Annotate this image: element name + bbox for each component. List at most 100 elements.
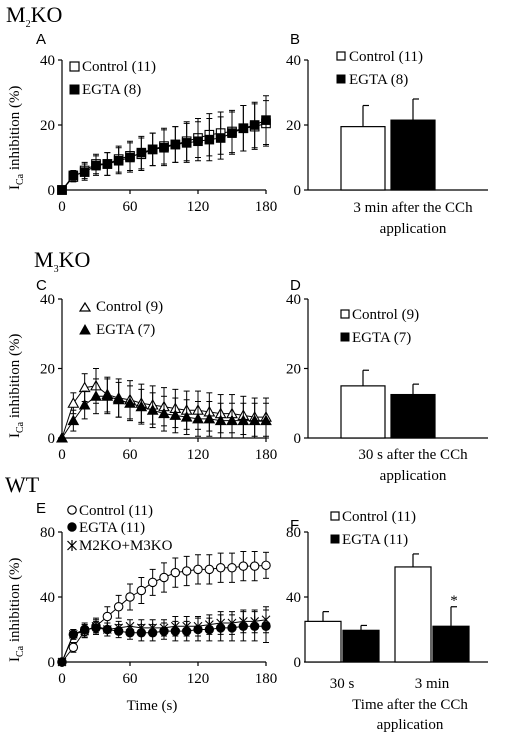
series-m2ko-m3ko (57, 606, 271, 667)
legend-a: Control (11) EGTA (8) (69, 59, 156, 98)
chart-panel-f: 0 40 80 30 s * 3 min (286, 525, 488, 692)
panel-letter-b: B (290, 31, 300, 48)
data-point (114, 622, 124, 633)
data-point (180, 411, 193, 422)
series-egta-7 (56, 378, 272, 443)
chart-panel-e: 0 40 80 0 60 120 180 (40, 525, 277, 687)
data-point (148, 622, 158, 633)
y-axis-label-a: ICa inhibition (%) (7, 86, 26, 190)
legend-label-control-a: Control (11) (82, 59, 156, 75)
series-egta-8 (57, 95, 271, 195)
x-tick-label: 60 (123, 447, 138, 463)
data-point (136, 585, 147, 596)
data-point (125, 592, 135, 602)
data-point (170, 567, 181, 578)
caption-f-line2: application (377, 717, 444, 733)
bar-egta-7 (390, 393, 436, 439)
y-tick-label: 80 (286, 525, 301, 541)
y-tick-label: 40 (286, 590, 301, 606)
panel-letter-f: F (290, 517, 299, 534)
data-point (181, 138, 192, 148)
y-tick-label: 20 (286, 362, 301, 378)
legend-marker-control-f (330, 511, 340, 521)
data-point (193, 564, 203, 575)
data-point (181, 566, 192, 576)
data-point (238, 123, 249, 134)
x-tick-label: 0 (58, 447, 66, 463)
data-point (216, 618, 226, 628)
data-point (260, 414, 272, 426)
bar-control-11-30-s (304, 620, 342, 663)
legend-marker-egta-e (67, 522, 77, 532)
legend-marker-egta-d (340, 332, 350, 342)
caption-d-line1: 30 s after the CCh (358, 447, 468, 463)
legend-marker-egta-f (330, 534, 340, 544)
legend-label-egta-c: EGTA (7) (96, 322, 155, 338)
data-point (90, 390, 102, 401)
section-title-m3ko: M3KO (34, 247, 90, 275)
data-point (80, 626, 90, 637)
legend-label-egta-e: EGTA (11) (79, 520, 145, 536)
x-tick-label: 120 (187, 447, 210, 463)
data-point (261, 614, 271, 625)
data-point (227, 618, 237, 628)
data-point (125, 621, 135, 632)
y-axis-label-c: ICa inhibition (%) (7, 334, 26, 438)
legend-b: Control (11) EGTA (8) (336, 49, 423, 88)
legend-label-control-b: Control (11) (349, 49, 423, 65)
x-axis-label-e: Time (s) (127, 698, 178, 714)
chart-panel-d: 0 20 40 (286, 292, 488, 447)
chart-panel-b: 0 20 40 (286, 53, 488, 199)
data-point (124, 397, 136, 408)
data-point (204, 134, 215, 145)
data-point (67, 397, 80, 408)
bar-control-9 (340, 385, 386, 439)
y-tick-label: 40 (40, 292, 55, 308)
legend-marker-control-e (67, 505, 77, 515)
data-point (113, 601, 124, 612)
panel-letter-e: E (36, 500, 46, 517)
legend-marker-control-d (340, 309, 350, 319)
data-point (159, 142, 169, 153)
bar-egta-8 (390, 119, 436, 191)
legend-label-control-f: Control (11) (342, 509, 416, 525)
y-tick-label: 0 (48, 655, 56, 671)
caption-f-line1: Time after the CCh (352, 697, 468, 713)
y-tick-label: 0 (294, 431, 302, 447)
caption-b-line1: 3 min after the CCh (353, 200, 473, 216)
y-tick-label: 40 (40, 590, 55, 606)
data-point (237, 414, 250, 426)
category-label: 30 s (330, 676, 355, 692)
data-point (68, 629, 78, 640)
caption-b-line2: application (380, 221, 447, 237)
bar-egta-11-3-min (432, 625, 470, 663)
data-point (68, 642, 79, 653)
data-point (56, 431, 68, 443)
y-tick-label: 0 (48, 431, 56, 447)
data-point (135, 400, 148, 412)
data-point (250, 616, 260, 627)
data-point (147, 577, 158, 588)
section-title-wt: WT (5, 472, 40, 497)
data-point (67, 414, 80, 426)
significance-mark: * (450, 593, 458, 609)
legend-marker-control-b (336, 51, 346, 61)
x-tick-label: 60 (123, 199, 138, 215)
bar-control-11 (340, 126, 386, 191)
data-point (125, 152, 135, 163)
data-point (249, 120, 260, 130)
legend-label-egta-a: EGTA (8) (82, 82, 141, 98)
legend-marker-ko-e (67, 540, 77, 551)
chart-panel-a: 0 20 40 0 60 120 180 (40, 53, 277, 215)
legend-marker-egta-c (79, 323, 91, 335)
y-tick-label: 20 (286, 118, 301, 134)
y-tick-label: 40 (40, 53, 55, 69)
y-tick-label: 40 (286, 53, 301, 69)
series-egta-11 (57, 609, 271, 667)
data-point (170, 621, 180, 632)
legend-label-egta-f: EGTA (11) (342, 532, 408, 548)
y-axis-label-e: ICa inhibition (%) (7, 558, 26, 662)
panel-letter-c: C (36, 277, 47, 294)
data-point (215, 562, 226, 573)
y-tick-label: 80 (40, 525, 55, 541)
